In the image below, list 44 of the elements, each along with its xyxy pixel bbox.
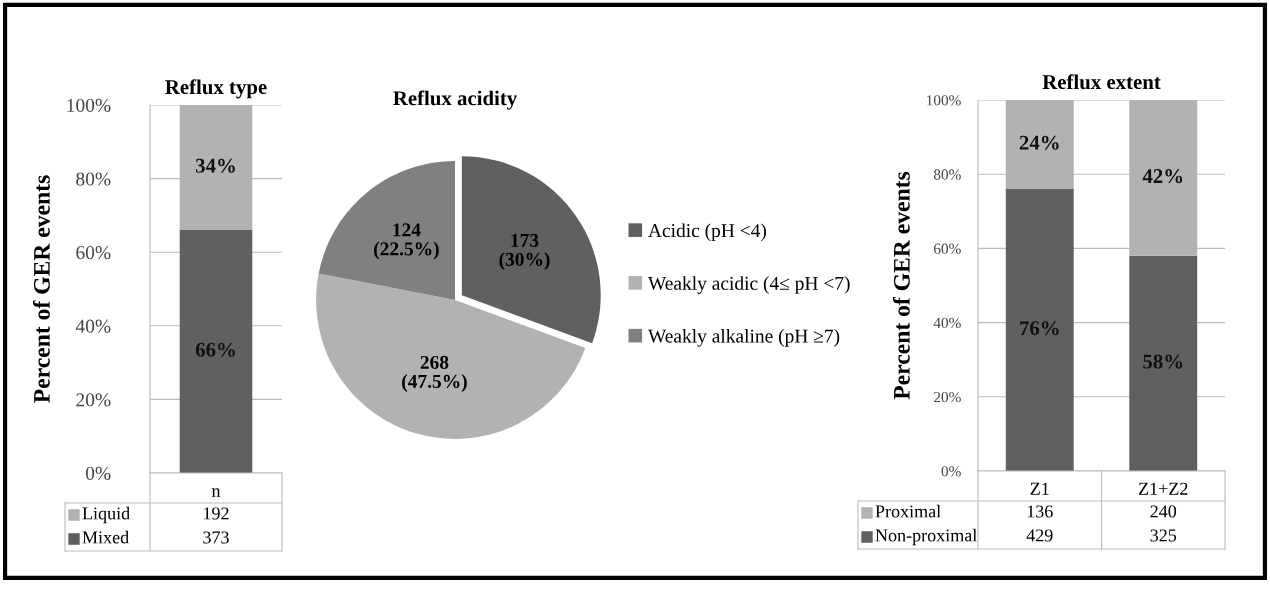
data-label: 34% bbox=[195, 158, 235, 173]
y-axis-title: Percent of GER events bbox=[892, 171, 910, 400]
data-label: 173 (30%) bbox=[499, 233, 550, 270]
legend-label: Mixed bbox=[82, 530, 129, 544]
data-label: 24% bbox=[1019, 135, 1059, 150]
legend-label: Weakly alkaline (pH ≥7) bbox=[647, 328, 840, 347]
y-tick-label: 20% bbox=[76, 393, 111, 407]
bar bbox=[1005, 189, 1074, 471]
legend-label: Proximal bbox=[875, 504, 941, 518]
y-axis-title: Percent of GER events bbox=[32, 175, 50, 403]
data-label: 66% bbox=[195, 342, 235, 357]
text: 240 bbox=[1150, 505, 1177, 518]
data-label: 268 (47.5%) bbox=[402, 355, 467, 392]
legend-label: Acidic (pH <4) bbox=[648, 223, 767, 242]
text: 192 bbox=[204, 507, 229, 520]
y-tick-label: 80% bbox=[76, 172, 111, 186]
text: 429 bbox=[1026, 529, 1053, 542]
chart-title: Reflux type bbox=[165, 79, 267, 99]
x-tick-label: n bbox=[211, 488, 221, 497]
y-tick-label: 40% bbox=[75, 319, 111, 333]
data-label: 76% bbox=[1020, 321, 1059, 336]
data-label: 124 (22.5%) bbox=[374, 223, 439, 260]
chart-title: Reflux acidity bbox=[393, 90, 517, 110]
x-tick-label: Z1 bbox=[1030, 482, 1049, 495]
chart-title: Reflux extent bbox=[1042, 74, 1161, 90]
y-tick-label: 0% bbox=[85, 466, 111, 480]
y-tick-label: 40% bbox=[933, 317, 961, 329]
bar bbox=[1129, 255, 1198, 471]
text: 325 bbox=[1150, 529, 1177, 542]
y-tick-label: 100% bbox=[927, 95, 961, 106]
y-tick-label: 80% bbox=[933, 169, 961, 180]
y-tick-label: 20% bbox=[934, 391, 961, 403]
data-label: 58% bbox=[1143, 354, 1183, 369]
data-label: 42% bbox=[1142, 169, 1183, 184]
y-tick-label: 60% bbox=[76, 246, 111, 260]
text: 373 bbox=[203, 531, 229, 544]
y-tick-label: 100% bbox=[67, 98, 111, 112]
legend-label: Weakly acidic (4≤ pH <7) bbox=[647, 276, 850, 294]
y-tick-label: 60% bbox=[933, 243, 961, 254]
x-tick-label: Z1+Z2 bbox=[1138, 482, 1188, 495]
legend-label: Non-proximal bbox=[875, 528, 977, 546]
y-tick-label: 0% bbox=[941, 466, 961, 477]
legend-label: Liquid bbox=[82, 506, 130, 524]
text: 136 bbox=[1027, 505, 1053, 518]
